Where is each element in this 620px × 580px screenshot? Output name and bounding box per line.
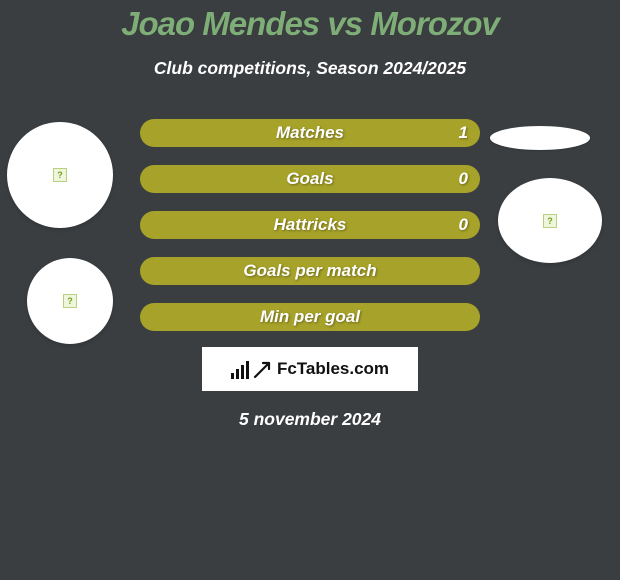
avatar-placeholder	[27, 258, 113, 344]
avatar-placeholder	[498, 178, 602, 263]
stat-label: Matches	[276, 123, 344, 143]
bar-chart-icon	[231, 359, 249, 379]
avatar-placeholder	[7, 122, 113, 228]
branding-box: FcTables.com	[202, 347, 418, 391]
stat-bar: Goals per match	[140, 257, 480, 285]
page-title: Joao Mendes vs Morozov	[0, 0, 620, 42]
stat-label: Goals per match	[243, 261, 376, 281]
decorative-ellipse	[490, 126, 590, 150]
stat-value: 1	[459, 123, 468, 143]
arrow-up-right-icon	[253, 359, 273, 379]
stat-bar: Goals 0	[140, 165, 480, 193]
stat-bar: Hattricks 0	[140, 211, 480, 239]
date-label: 5 november 2024	[0, 409, 620, 430]
missing-image-icon	[53, 168, 67, 182]
stat-label: Hattricks	[274, 215, 347, 235]
stat-bar: Min per goal	[140, 303, 480, 331]
page-subtitle: Club competitions, Season 2024/2025	[0, 58, 620, 79]
branding-text: FcTables.com	[277, 359, 389, 379]
missing-image-icon	[63, 294, 77, 308]
stat-label: Min per goal	[260, 307, 360, 327]
stat-bar: Matches 1	[140, 119, 480, 147]
stat-value: 0	[459, 169, 468, 189]
stat-label: Goals	[286, 169, 333, 189]
stat-value: 0	[459, 215, 468, 235]
missing-image-icon	[543, 214, 557, 228]
